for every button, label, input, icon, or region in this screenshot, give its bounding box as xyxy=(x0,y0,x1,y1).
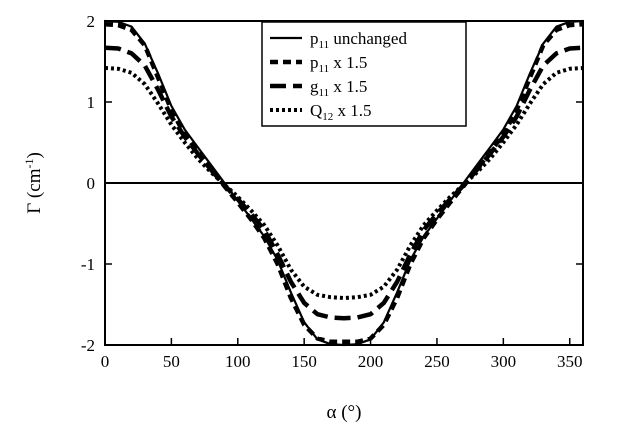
y-tick-label: 2 xyxy=(87,12,96,31)
legend-text-part: 11 xyxy=(319,39,330,51)
legend-text-part: p xyxy=(310,53,319,72)
x-tick-label: 100 xyxy=(225,352,251,371)
x-tick-label: 250 xyxy=(424,352,450,371)
legend-entry-3: g11 x 1.5 xyxy=(310,77,367,99)
series-line-3 xyxy=(104,45,584,321)
series-line-1 xyxy=(104,19,584,347)
x-tick-label: 350 xyxy=(557,352,583,371)
x-axis-title: α (°) xyxy=(327,402,362,423)
x-tick-label: 200 xyxy=(358,352,384,371)
y-tick-label: -1 xyxy=(81,255,95,274)
legend-text-part: p xyxy=(310,29,319,48)
legend-text-part: 11 xyxy=(319,87,330,99)
legend-text-part: g xyxy=(310,77,319,96)
legend-entry-2: p11 x 1.5 xyxy=(310,53,367,75)
y-tick-label: -2 xyxy=(81,336,95,355)
legend-text-part: 12 xyxy=(322,111,333,123)
y-axis-title-unit: (cm xyxy=(24,168,45,198)
legend-text-part: 11 xyxy=(319,63,330,75)
x-tick-label: 300 xyxy=(491,352,517,371)
legend-text-part: x 1.5 xyxy=(329,77,367,96)
x-tick-label: 150 xyxy=(291,352,317,371)
y-axis-title: Γ (cm-1) xyxy=(22,152,45,214)
legend-text-part: Q xyxy=(310,101,322,120)
y-axis-title-exponent: -1 xyxy=(22,159,36,169)
legend-text-part: unchanged xyxy=(329,29,407,48)
y-tick-label: 1 xyxy=(87,93,96,112)
series-layer xyxy=(104,19,584,347)
x-tick-label: 50 xyxy=(163,352,180,371)
y-tick-label: 0 xyxy=(87,174,96,193)
x-tick-label: 0 xyxy=(101,352,110,371)
legend-entry-4: Q12 x 1.5 xyxy=(310,101,372,123)
legend-text-part: x 1.5 xyxy=(329,53,367,72)
series-line-4 xyxy=(104,66,584,300)
y-axis-title-close: ) xyxy=(24,152,45,158)
legend-entry-1: p11 unchanged xyxy=(310,29,407,51)
y-axis-title-symbol: Γ xyxy=(24,203,45,214)
legend-text-part: x 1.5 xyxy=(333,101,371,120)
